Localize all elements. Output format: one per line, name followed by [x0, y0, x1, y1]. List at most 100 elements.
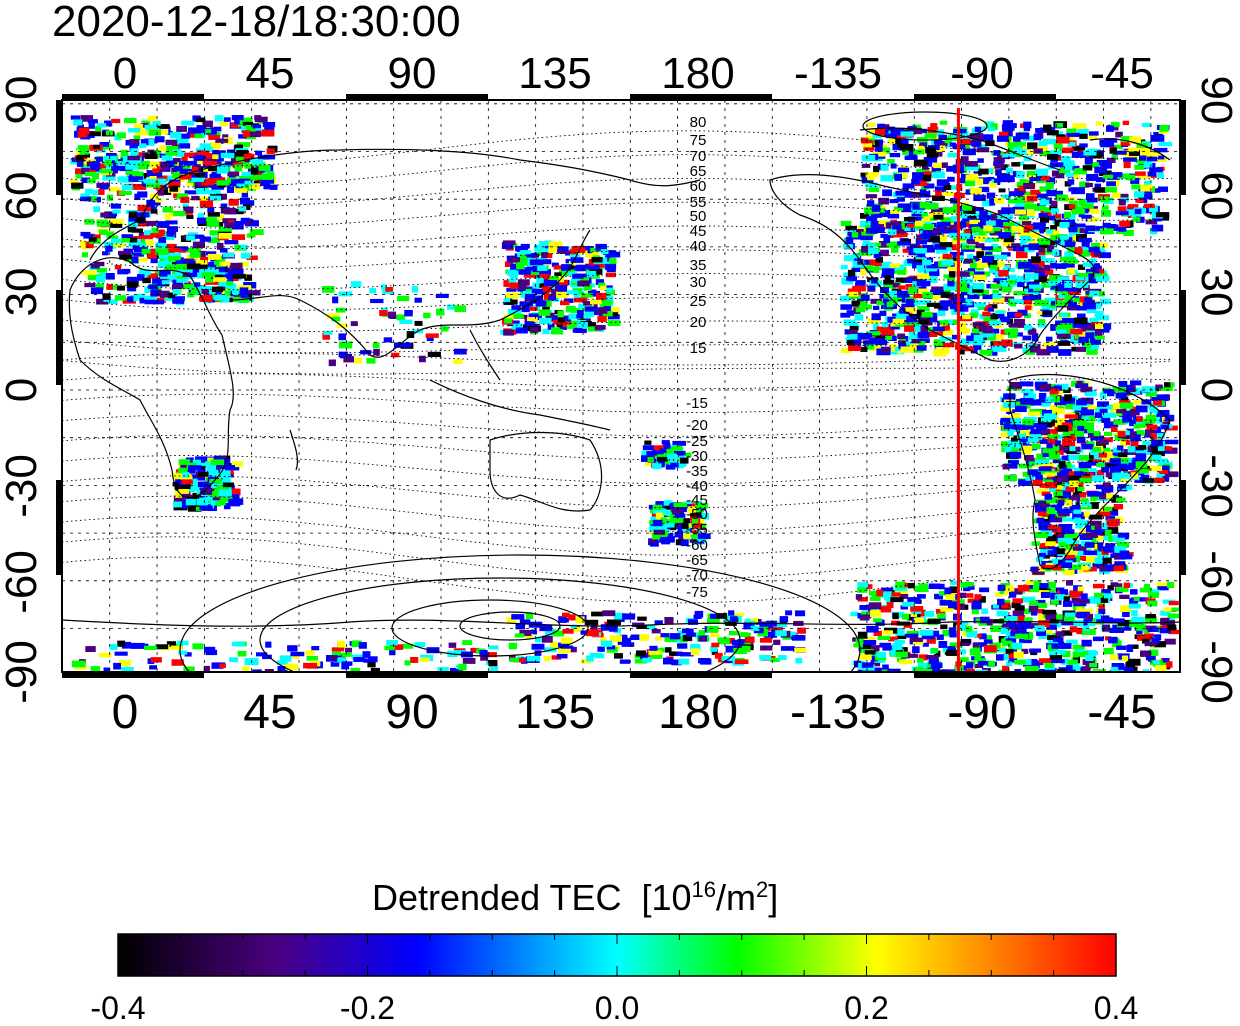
tec-sample	[1056, 263, 1067, 269]
tec-sample	[1020, 398, 1033, 405]
tec-sample	[129, 211, 137, 218]
tec-sample	[962, 315, 971, 319]
tec-sample	[919, 332, 929, 338]
tec-sample	[1050, 235, 1058, 241]
tec-sample	[1085, 655, 1093, 662]
tec-sample	[1079, 462, 1092, 468]
tec-sample	[1018, 585, 1030, 591]
tec-sample	[190, 252, 201, 258]
tec-sample	[131, 643, 145, 649]
tec-sample	[558, 649, 571, 653]
tec-sample	[1081, 593, 1088, 599]
tec-sample	[1072, 495, 1081, 501]
tec-sample	[1103, 557, 1112, 563]
tec-sample	[1046, 182, 1054, 189]
tec-sample	[1076, 400, 1087, 406]
tec-sample	[558, 285, 567, 291]
tec-sample	[1042, 300, 1049, 305]
tec-sample	[908, 583, 915, 588]
tec-sample	[1078, 586, 1084, 591]
tec-sample	[1106, 126, 1114, 132]
tec-sample	[311, 646, 319, 650]
tec-sample	[1075, 523, 1082, 529]
tec-sample	[1068, 476, 1081, 482]
tec-sample	[982, 312, 990, 317]
tec-sample	[1068, 268, 1075, 275]
tec-sample	[1123, 121, 1129, 125]
tec-sample	[910, 606, 923, 612]
tec-sample	[1114, 504, 1123, 509]
tec-sample	[904, 217, 915, 221]
tec-sample	[882, 630, 893, 634]
tec-sample	[998, 270, 1008, 277]
tec-sample	[145, 125, 158, 130]
tec-sample	[1086, 225, 1096, 231]
tec-sample	[1029, 330, 1036, 335]
tec-sample	[1043, 125, 1051, 131]
tec-sample	[1158, 446, 1165, 451]
tec-sample	[855, 314, 864, 320]
tec-sample	[670, 463, 679, 468]
tec-sample	[1106, 181, 1116, 186]
tec-sample	[121, 150, 129, 156]
tec-sample	[1002, 124, 1015, 131]
tec-sample	[117, 286, 125, 291]
magnetic-contour	[62, 537, 1172, 579]
tec-sample	[332, 647, 344, 651]
tec-sample	[933, 215, 943, 220]
tec-sample	[1039, 393, 1046, 400]
tec-sample	[730, 616, 737, 622]
tec-sample	[846, 276, 857, 280]
tec-sample	[488, 645, 498, 649]
tec-sample	[196, 499, 207, 506]
mag-lat-label: 30	[690, 274, 707, 291]
tec-sample	[871, 221, 879, 228]
tec-sample	[1153, 478, 1164, 483]
tec-sample	[997, 611, 1008, 617]
tec-sample	[1075, 471, 1082, 475]
tec-sample	[1093, 447, 1101, 452]
tec-sample	[1006, 616, 1018, 621]
tec-sample	[73, 119, 82, 125]
tec-sample	[259, 165, 271, 171]
tec-sample	[785, 610, 792, 615]
tec-sample	[968, 582, 974, 586]
tec-sample	[1024, 325, 1032, 331]
tec-sample	[412, 286, 418, 293]
tec-sample	[873, 166, 879, 173]
frame-bar-bottom	[914, 672, 1056, 678]
tec-sample	[1029, 606, 1038, 612]
tec-sample	[150, 163, 157, 169]
tec-sample	[102, 251, 109, 255]
mag-lat-label: -70	[686, 567, 708, 584]
tec-sample	[891, 248, 898, 253]
tec-sample	[1062, 439, 1072, 446]
tec-sample	[548, 247, 557, 254]
tec-sample	[215, 115, 224, 121]
tec-sample	[1100, 142, 1114, 148]
tec-sample	[920, 202, 930, 208]
tec-sample	[182, 157, 188, 161]
tec-sample	[527, 656, 540, 661]
tec-sample	[1011, 438, 1018, 442]
tec-sample	[972, 609, 979, 614]
tec-sample	[127, 281, 138, 288]
magnetic-contour	[62, 557, 1172, 603]
tec-sample	[1168, 614, 1179, 619]
lon-tick-label-top: 45	[246, 49, 295, 98]
tec-sample	[595, 325, 606, 330]
tec-sample	[511, 614, 524, 619]
tec-sample	[856, 594, 862, 600]
tec-sample	[1166, 661, 1172, 667]
tec-sample	[221, 166, 228, 173]
tec-sample	[1000, 280, 1008, 286]
tec-sample	[881, 164, 889, 171]
tec-sample	[1070, 626, 1077, 632]
tec-sample	[1147, 425, 1158, 430]
tec-sample	[707, 626, 719, 632]
tec-sample	[78, 131, 88, 137]
tec-sample	[577, 280, 589, 286]
tec-sample	[543, 259, 551, 264]
tec-sample	[219, 490, 232, 497]
tec-sample	[1020, 236, 1032, 242]
